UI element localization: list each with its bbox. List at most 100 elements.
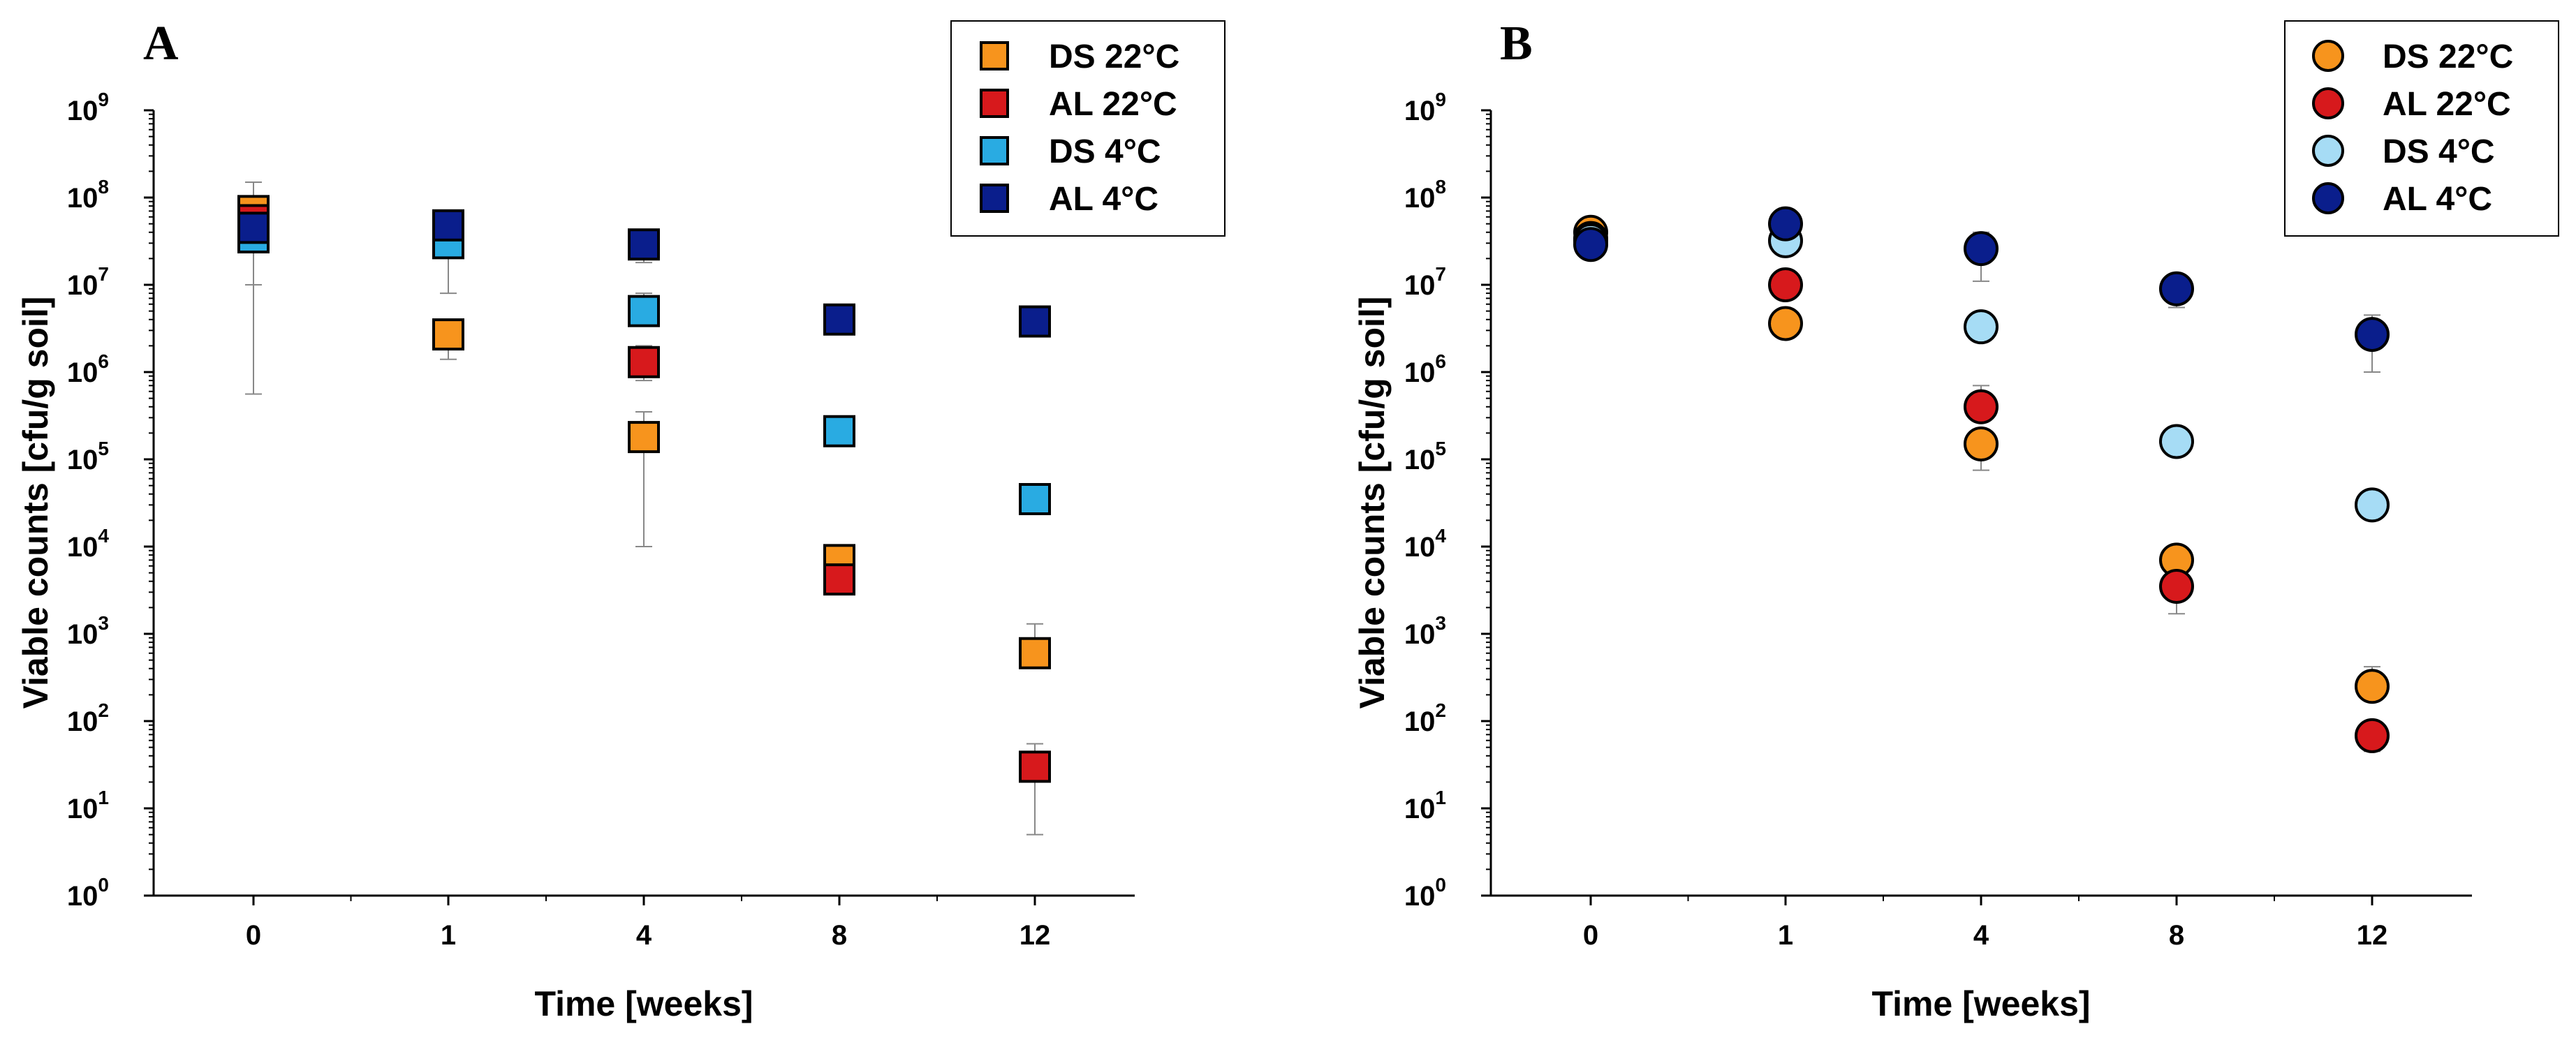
y-tick-exponent: 9 <box>98 89 109 110</box>
y-tick-label: 103 <box>67 612 109 650</box>
data-point <box>1019 482 1051 515</box>
y-tick-exponent: 2 <box>98 699 109 721</box>
y-tick-base: 10 <box>1404 532 1436 563</box>
panel-b-legend: DS 22°C AL 22°C DS 4°C AL 4°C <box>2284 20 2559 237</box>
y-tick-label: 105 <box>1404 438 1446 475</box>
y-tick-exponent: 3 <box>98 612 109 634</box>
y-tick-label: 104 <box>1404 525 1447 563</box>
legend-marker <box>2312 135 2344 167</box>
panel-a-error-bars <box>245 181 1043 836</box>
x-tick-label: 1 <box>1778 920 1793 951</box>
x-tick-label: 0 <box>246 920 261 951</box>
data-point <box>432 318 464 351</box>
data-point <box>1964 426 1999 461</box>
legend-marker <box>2312 40 2344 72</box>
y-tick-label: 106 <box>67 350 109 388</box>
y-tick-exponent: 6 <box>1435 350 1446 372</box>
y-tick-base: 10 <box>67 881 98 912</box>
y-tick-label: 101 <box>67 787 109 824</box>
x-tick-label: 12 <box>2357 920 2388 951</box>
data-point <box>237 212 270 244</box>
y-tick-base: 10 <box>67 445 98 475</box>
x-tick-label: 0 <box>1583 920 1598 951</box>
y-tick-label: 107 <box>1404 263 1446 301</box>
y-tick-exponent: 5 <box>1435 438 1446 459</box>
x-tick-label: 8 <box>832 920 847 951</box>
y-tick-label: 108 <box>67 176 109 214</box>
y-tick-exponent: 5 <box>98 438 109 459</box>
panel-a-legend: DS 22°C AL 22°C DS 4°C AL 4°C <box>950 20 1226 237</box>
data-point <box>823 415 855 447</box>
panel-a-points <box>237 195 1051 783</box>
x-tick-label: 1 <box>441 920 456 951</box>
data-point <box>2355 669 2390 704</box>
y-tick-exponent: 9 <box>1435 89 1446 110</box>
y-tick-label: 106 <box>1404 350 1446 388</box>
legend-label: AL 4°C <box>2383 181 2492 218</box>
y-tick-exponent: 4 <box>1435 525 1446 547</box>
data-point <box>432 209 464 242</box>
y-tick-label: 102 <box>67 699 109 737</box>
y-tick-label: 102 <box>1404 699 1446 737</box>
y-tick-base: 10 <box>1404 183 1436 214</box>
data-point <box>628 421 660 454</box>
data-point <box>628 346 660 378</box>
legend-label: DS 22°C <box>2383 38 2513 75</box>
y-tick-label: 109 <box>67 89 109 126</box>
x-tick-label: 8 <box>2169 920 2184 951</box>
panel-a-label: A <box>143 17 179 71</box>
y-tick-label: 101 <box>1404 787 1446 824</box>
data-point <box>2355 718 2390 753</box>
y-tick-base: 10 <box>67 357 98 388</box>
y-tick-base: 10 <box>1404 881 1436 912</box>
y-tick-base: 10 <box>1404 357 1436 388</box>
y-tick-base: 10 <box>67 532 98 563</box>
legend-marker <box>980 41 1009 71</box>
y-tick-base: 10 <box>67 183 98 214</box>
y-tick-label: 100 <box>1404 874 1446 912</box>
data-point <box>823 303 855 336</box>
y-tick-label: 103 <box>1404 612 1446 650</box>
data-point <box>2159 568 2194 604</box>
y-tick-exponent: 6 <box>98 350 109 372</box>
y-tick-label: 100 <box>67 874 109 912</box>
legend-label: AL 22°C <box>2383 86 2511 123</box>
legend-label: DS 4°C <box>1049 133 1161 170</box>
y-tick-exponent: 2 <box>1435 699 1446 721</box>
data-point <box>1964 389 1999 424</box>
legend-marker <box>2312 87 2344 119</box>
legend-label: DS 22°C <box>1049 38 1179 75</box>
y-tick-exponent: 0 <box>1435 874 1446 896</box>
panel-b-x-ticks: 0 1 4 8 12 <box>1583 896 2387 951</box>
legend-marker <box>2312 182 2344 214</box>
data-point <box>1573 227 1608 262</box>
y-tick-exponent: 1 <box>98 787 109 808</box>
data-point <box>2159 271 2194 306</box>
x-tick-label: 4 <box>636 920 652 951</box>
data-point <box>1019 305 1051 338</box>
y-tick-label: 104 <box>67 525 110 563</box>
data-point <box>823 563 855 596</box>
legend-label: AL 22°C <box>1049 86 1177 123</box>
y-tick-label: 107 <box>67 263 109 301</box>
x-tick-label: 4 <box>1973 920 1989 951</box>
legend-label: DS 4°C <box>2383 133 2495 170</box>
y-tick-exponent: 4 <box>98 525 109 547</box>
y-tick-exponent: 7 <box>98 263 109 285</box>
legend-marker <box>980 136 1009 165</box>
y-tick-exponent: 8 <box>98 176 109 198</box>
data-point <box>628 228 660 261</box>
y-tick-base: 10 <box>67 96 98 126</box>
y-tick-exponent: 3 <box>1435 612 1446 634</box>
y-tick-base: 10 <box>1404 706 1436 737</box>
panel-a-x-title: Time [weeks] <box>534 984 753 1023</box>
y-tick-base: 10 <box>1404 96 1436 126</box>
data-point <box>1964 231 1999 267</box>
y-tick-base: 10 <box>67 794 98 824</box>
